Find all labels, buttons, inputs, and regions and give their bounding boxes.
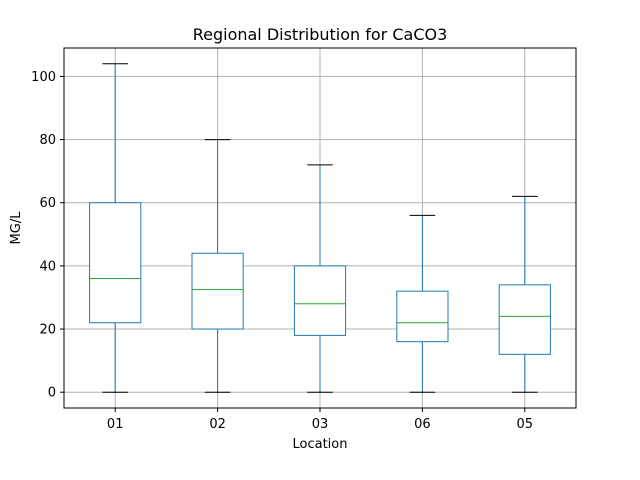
iqr-box <box>293 265 347 336</box>
box-group-01 <box>89 63 142 393</box>
iqr-box <box>89 202 142 324</box>
iqr-box <box>191 252 244 330</box>
y-tick-label: 20 <box>39 323 56 338</box>
x-tick-label: 03 <box>312 417 329 432</box>
y-tick-label: 40 <box>39 259 56 274</box>
y-tick-label: 100 <box>31 70 56 85</box>
iqr-box <box>396 290 449 343</box>
box-group-02 <box>191 139 244 393</box>
x-tick-label: 01 <box>107 417 124 432</box>
box-group-06 <box>396 214 449 393</box>
box-group-05 <box>498 195 551 393</box>
chart-title: Regional Distribution for CaCO3 <box>193 25 448 44</box>
boxes-layer <box>89 63 551 393</box>
x-tick-label: 06 <box>414 417 431 432</box>
x-tick-label: 02 <box>209 417 226 432</box>
y-tick-label: 80 <box>39 133 56 148</box>
x-axis-label: Location <box>293 437 348 452</box>
y-tick-label: 60 <box>39 196 56 211</box>
y-axis-label: MG/L <box>9 211 24 245</box>
box-group-03 <box>293 164 347 393</box>
x-tick-label: 05 <box>517 417 534 432</box>
ticks-layer: 0 20 40 60 80 100 01 02 03 06 05 <box>31 70 533 432</box>
iqr-box <box>498 284 551 355</box>
y-tick-label: 0 <box>48 386 56 401</box>
